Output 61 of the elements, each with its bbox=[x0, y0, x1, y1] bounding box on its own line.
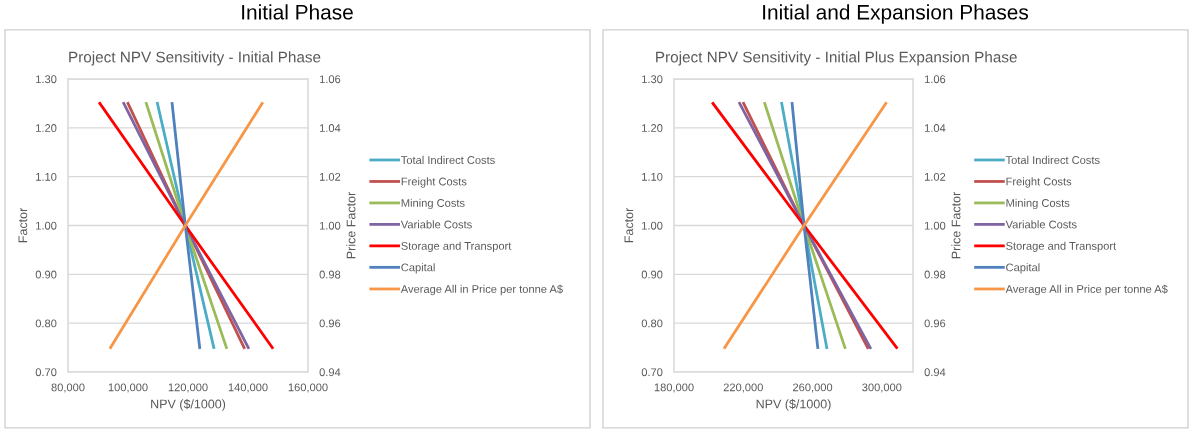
y2-tick-label: 1.00 bbox=[319, 221, 341, 230]
y-tick-label: 0.70 bbox=[35, 368, 57, 377]
y2-tick-label: 1.02 bbox=[319, 172, 341, 181]
y2-tick-label: 0.96 bbox=[924, 319, 946, 328]
y2-tick-label: 1.02 bbox=[924, 172, 946, 181]
legend-label: Freight Costs bbox=[1006, 177, 1072, 188]
chart-subtitle: Project NPV Sensitivity - Initial Plus Expansion Phase bbox=[656, 51, 1017, 66]
y2-tick-label: 1.04 bbox=[924, 124, 946, 132]
y2-axis-title: Price Factor bbox=[951, 192, 961, 259]
y-tick-label: 1.30 bbox=[642, 75, 663, 84]
y-tick-label: 0.90 bbox=[641, 270, 663, 279]
x-tick-label: 260,000 bbox=[793, 383, 833, 393]
x-tick-label: 180,000 bbox=[654, 383, 694, 393]
y2-tick-label: 0.98 bbox=[924, 270, 946, 279]
x-axis-title: NPV ($/1000) bbox=[151, 399, 226, 411]
legend-label: Mining Costs bbox=[401, 198, 465, 210]
x-tick-label: 160,000 bbox=[288, 383, 328, 393]
legend-label: Total Indirect Costs bbox=[1005, 155, 1100, 164]
y-tick-label: 0.80 bbox=[35, 319, 57, 328]
x-tick-label: 100,000 bbox=[108, 383, 148, 393]
y-tick-label: 1.20 bbox=[642, 124, 663, 132]
legend-label: Variable Costs bbox=[400, 220, 472, 229]
legend-label: Capital bbox=[401, 263, 435, 274]
y2-tick-label: 1.04 bbox=[319, 124, 341, 132]
y-tick-label: 1.10 bbox=[642, 172, 663, 181]
chart-title: Initial and Expansion Phases bbox=[763, 4, 1029, 24]
y2-tick-label: 0.98 bbox=[319, 270, 341, 279]
x-tick-label: 140,000 bbox=[228, 383, 268, 393]
y-tick-label: 1.30 bbox=[36, 75, 57, 84]
chart-subtitle: Project NPV Sensitivity - Initial Phase bbox=[69, 51, 321, 66]
x-tick-label: 300,000 bbox=[862, 383, 902, 393]
x-tick-label: 220,000 bbox=[723, 383, 763, 393]
chart-title: Initial Phase bbox=[242, 4, 353, 20]
legend-label: Storage and Transport bbox=[1006, 241, 1117, 253]
y-tick-label: 1.00 bbox=[36, 221, 57, 230]
y-tick-label: 1.20 bbox=[36, 124, 57, 132]
x-axis-title: NPV ($/1000) bbox=[756, 399, 831, 411]
legend-label: Average All in Price per tonne A$ bbox=[1005, 284, 1168, 296]
x-tick-label: 120,000 bbox=[168, 383, 208, 393]
y-axis-title: Factor bbox=[624, 207, 634, 243]
y-tick-label: 1.10 bbox=[36, 172, 57, 181]
legend-label: Capital bbox=[1006, 263, 1040, 274]
y2-tick-label: 0.94 bbox=[924, 368, 946, 377]
y2-tick-label: 0.96 bbox=[319, 319, 341, 328]
legend-label: Variable Costs bbox=[1005, 220, 1077, 229]
y-tick-label: 0.70 bbox=[641, 368, 663, 377]
legend-label: Storage and Transport bbox=[401, 241, 512, 253]
y2-tick-label: 0.94 bbox=[319, 368, 341, 377]
y2-tick-label: 1.06 bbox=[924, 75, 946, 84]
y-tick-label: 1.00 bbox=[642, 221, 663, 230]
y-tick-label: 0.80 bbox=[641, 319, 663, 328]
y2-tick-label: 1.06 bbox=[319, 75, 341, 84]
y2-tick-label: 1.00 bbox=[924, 221, 946, 230]
legend-label: Mining Costs bbox=[1006, 198, 1070, 210]
legend-label: Freight Costs bbox=[401, 177, 467, 188]
y-tick-label: 0.90 bbox=[35, 270, 57, 279]
y2-axis-title: Price Factor bbox=[346, 192, 356, 259]
legend-label: Average All in Price per tonne A$ bbox=[400, 284, 563, 296]
x-tick-label: 80,000 bbox=[51, 383, 85, 393]
legend-label: Total Indirect Costs bbox=[401, 155, 495, 164]
y-axis-title: Factor bbox=[18, 207, 28, 243]
